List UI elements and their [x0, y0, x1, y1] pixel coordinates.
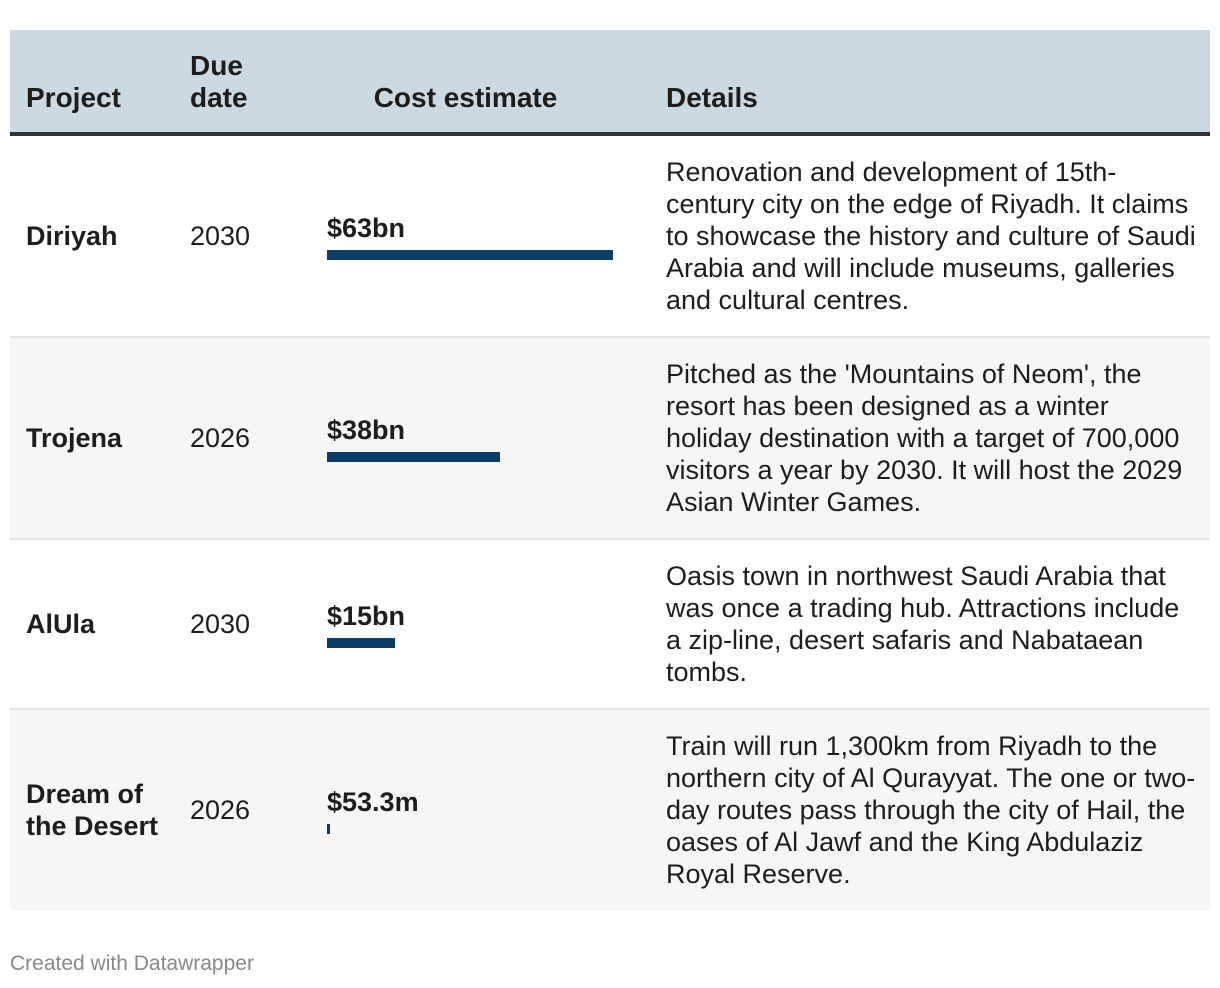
- project-details: Oasis town in northwest Saudi Arabia tha…: [666, 561, 1180, 687]
- cost-label: $15bn: [327, 601, 406, 631]
- cost-bar: [327, 638, 396, 648]
- project-name: Dream of the Desert: [26, 779, 159, 841]
- table-row: Dream of the Desert 2026 $53.3m Train wi…: [10, 709, 1210, 910]
- cost-bar-track: [327, 824, 613, 834]
- due-date: 2026: [190, 423, 251, 453]
- cost-bar-track: [327, 452, 613, 462]
- table-row: Trojena 2026 $38bn Pitched as the 'Mount…: [10, 337, 1210, 539]
- table-header-row: Project Due date Cost estimate Details: [10, 30, 1210, 136]
- project-name: AlUla: [26, 609, 96, 639]
- due-date: 2026: [190, 795, 251, 825]
- cost-bar-track: [327, 638, 613, 648]
- cost-bar-track: [327, 250, 613, 260]
- cost-label: $53.3m: [327, 787, 419, 817]
- project-details: Renovation and development of 15th-centu…: [666, 157, 1196, 315]
- cost-bar: [327, 824, 330, 834]
- cost-cell: $53.3m: [281, 709, 650, 910]
- project-name: Trojena: [26, 423, 123, 453]
- cost-label: $63bn: [327, 213, 406, 243]
- cost-label: $38bn: [327, 415, 406, 445]
- cost-bar: [327, 452, 500, 462]
- table-row: AlUla 2030 $15bn Oasis town in northwest…: [10, 539, 1210, 709]
- project-details: Pitched as the 'Mountains of Neom', the …: [666, 359, 1183, 517]
- project-details: Train will run 1,300km from Riyadh to th…: [666, 731, 1196, 889]
- projects-table: Project Due date Cost estimate Details D…: [10, 30, 1210, 910]
- cost-bar: [327, 250, 613, 260]
- datawrapper-table-container: Project Due date Cost estimate Details D…: [10, 30, 1210, 910]
- header-cost-estimate[interactable]: Cost estimate: [281, 30, 650, 136]
- cost-cell: $38bn: [281, 337, 650, 539]
- cost-cell: $15bn: [281, 539, 650, 709]
- due-date: 2030: [190, 609, 251, 639]
- cost-cell: $63bn: [281, 134, 650, 337]
- table-row: Diriyah 2030 $63bn Renovation and develo…: [10, 134, 1210, 337]
- datawrapper-credit[interactable]: Created with Datawrapper: [10, 952, 254, 975]
- project-name: Diriyah: [26, 221, 118, 251]
- header-details[interactable]: Details: [650, 30, 1210, 136]
- header-project[interactable]: Project: [10, 30, 173, 136]
- due-date: 2030: [190, 221, 251, 251]
- header-due-date[interactable]: Due date: [173, 30, 281, 136]
